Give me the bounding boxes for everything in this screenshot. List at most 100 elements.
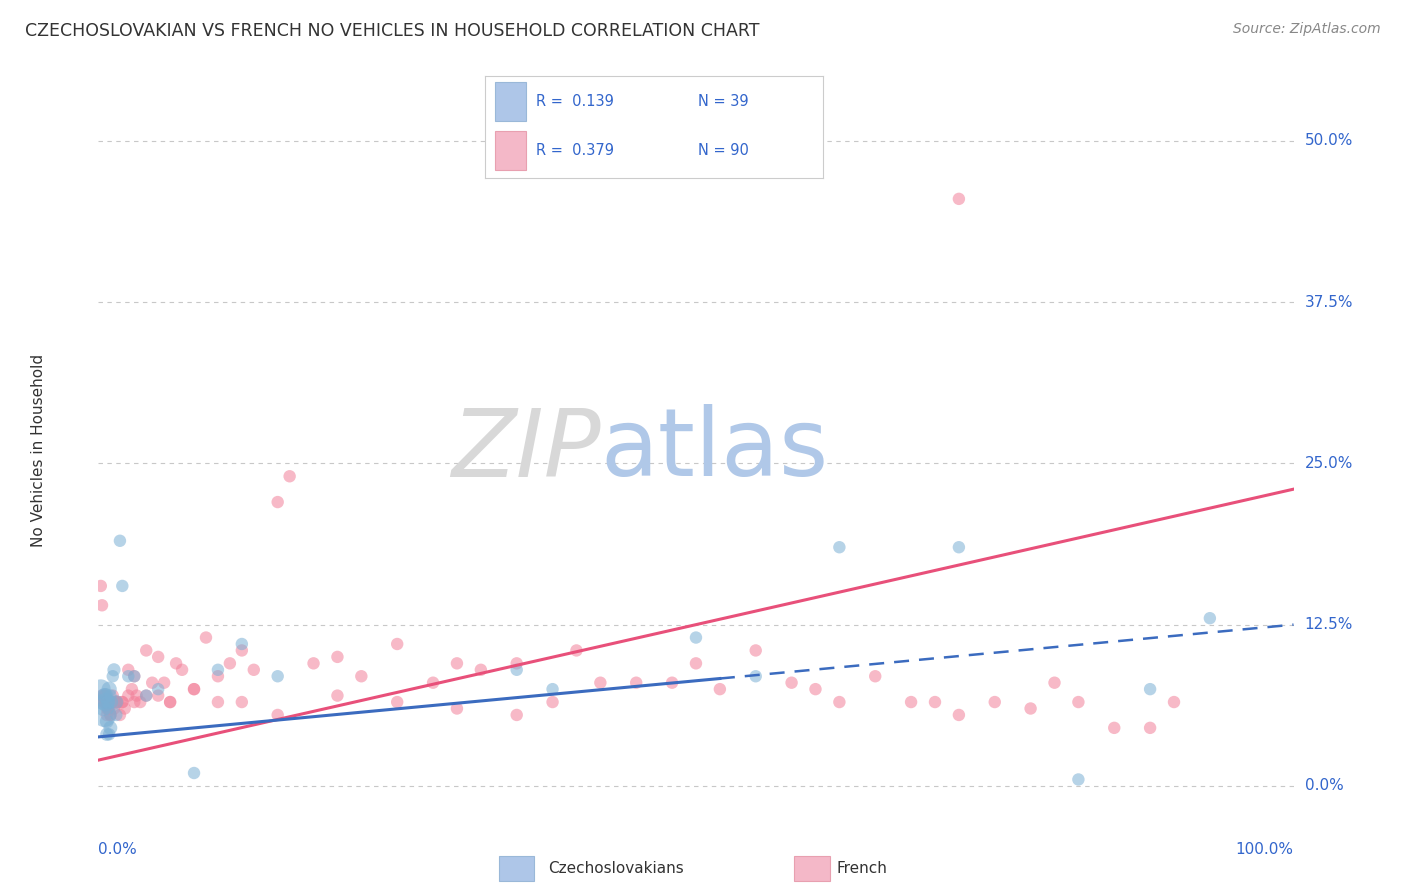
- Point: [105, 695, 128, 709]
- Point: [103, 663, 125, 677]
- Point: [93, 695, 115, 709]
- Point: [97, 701, 120, 715]
- Point: [117, 669, 139, 683]
- Point: [267, 495, 290, 509]
- Point: [804, 682, 827, 697]
- Text: R =  0.379: R = 0.379: [536, 144, 613, 158]
- Text: 0.0%: 0.0%: [98, 842, 138, 857]
- Point: [90, 682, 112, 697]
- Point: [135, 689, 157, 703]
- Text: No Vehicles in Household: No Vehicles in Household: [31, 354, 46, 547]
- Point: [94, 689, 117, 703]
- Point: [98, 689, 122, 703]
- Point: [506, 708, 529, 723]
- Point: [385, 637, 409, 651]
- Point: [207, 669, 229, 683]
- Point: [91, 695, 114, 709]
- Point: [243, 663, 266, 677]
- Point: [1019, 701, 1042, 715]
- Point: [96, 727, 118, 741]
- Bar: [495, 131, 526, 170]
- Point: [129, 695, 152, 709]
- Text: Source: ZipAtlas.com: Source: ZipAtlas.com: [1233, 22, 1381, 37]
- Point: [98, 708, 122, 723]
- Point: [103, 701, 125, 715]
- Point: [506, 657, 529, 671]
- Point: [148, 682, 170, 697]
- Point: [93, 695, 115, 709]
- Point: [183, 766, 205, 780]
- Point: [924, 695, 946, 709]
- Point: [97, 701, 120, 715]
- Point: [105, 695, 128, 709]
- Bar: [495, 82, 526, 121]
- Text: 12.5%: 12.5%: [1305, 617, 1353, 632]
- Point: [172, 663, 194, 677]
- Point: [506, 663, 529, 677]
- Point: [91, 599, 114, 613]
- Point: [159, 695, 181, 709]
- Text: 50.0%: 50.0%: [1305, 133, 1353, 148]
- Point: [267, 708, 290, 723]
- Point: [231, 643, 253, 657]
- Text: 100.0%: 100.0%: [1236, 842, 1294, 857]
- Point: [326, 649, 349, 664]
- Point: [267, 669, 290, 683]
- Point: [278, 469, 301, 483]
- Point: [100, 695, 122, 709]
- Point: [96, 701, 118, 715]
- Point: [159, 695, 181, 709]
- Point: [207, 663, 229, 677]
- Point: [183, 682, 205, 697]
- Point: [709, 682, 731, 697]
- Point: [385, 695, 409, 709]
- Point: [121, 682, 143, 697]
- Point: [148, 649, 170, 664]
- Point: [124, 695, 146, 709]
- Point: [1198, 611, 1220, 625]
- Text: Czechoslovakians: Czechoslovakians: [548, 862, 685, 876]
- Point: [231, 637, 253, 651]
- Point: [97, 695, 120, 709]
- Point: [91, 695, 114, 709]
- Point: [93, 708, 115, 723]
- Text: R =  0.139: R = 0.139: [536, 94, 613, 109]
- Point: [446, 657, 468, 671]
- Point: [108, 533, 131, 548]
- Point: [948, 708, 970, 723]
- Point: [900, 695, 922, 709]
- Point: [114, 701, 136, 715]
- Point: [107, 695, 129, 709]
- Point: [422, 675, 444, 690]
- Text: atlas: atlas: [600, 404, 828, 497]
- Point: [685, 631, 707, 645]
- Text: N = 90: N = 90: [697, 144, 748, 158]
- Point: [101, 669, 124, 683]
- Point: [117, 689, 139, 703]
- Point: [1163, 695, 1185, 709]
- Point: [105, 695, 128, 709]
- Point: [96, 714, 118, 729]
- Point: [96, 708, 118, 723]
- Point: [97, 695, 120, 709]
- Point: [446, 701, 468, 715]
- Point: [183, 682, 205, 697]
- Point: [541, 682, 564, 697]
- Point: [685, 657, 707, 671]
- Point: [117, 663, 139, 677]
- Point: [1067, 772, 1090, 787]
- Point: [91, 689, 114, 703]
- Point: [111, 695, 134, 709]
- Point: [101, 689, 124, 703]
- Point: [470, 663, 492, 677]
- Point: [93, 689, 115, 703]
- Point: [302, 657, 325, 671]
- Point: [828, 540, 851, 554]
- Point: [98, 701, 121, 715]
- Point: [98, 708, 122, 723]
- Point: [98, 682, 121, 697]
- Point: [1043, 675, 1066, 690]
- Text: 0.0%: 0.0%: [1305, 779, 1343, 793]
- Point: [1102, 721, 1125, 735]
- Point: [194, 631, 217, 645]
